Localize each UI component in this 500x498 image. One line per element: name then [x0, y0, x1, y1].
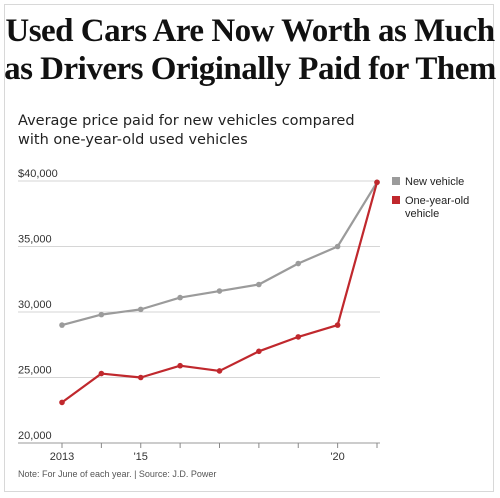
series-1-point-4: [216, 368, 223, 374]
subtitle-line-1: Average price paid for new vehicles comp…: [18, 113, 355, 129]
series-1-point-2: [137, 374, 144, 381]
source-note: Note: For June of each year. | Source: J…: [18, 469, 217, 479]
series-0-point-1: [98, 311, 105, 318]
legend-swatch-1: [392, 196, 400, 204]
x-tick-label-7: '20: [330, 451, 344, 463]
x-tick-label-2: '15: [134, 451, 148, 463]
series-lines: [59, 179, 380, 406]
grid-lines: [18, 180, 380, 444]
series-1-point-1: [98, 370, 105, 377]
title-line-2: as Drivers Originally Paid for Them: [4, 51, 496, 87]
series-1-point-8: [374, 179, 380, 186]
legend-label-1-1: vehicle: [405, 208, 439, 220]
series-0-point-0: [59, 322, 65, 328]
series-1-point-6: [295, 334, 302, 340]
legend-label-0-0: New vehicle: [405, 176, 464, 188]
series-0-point-3: [177, 294, 183, 301]
series-0-point-5: [256, 281, 262, 288]
series-0-point-2: [137, 306, 144, 313]
chart-title: Used Cars Are Now Worth as Much as Drive…: [0, 12, 500, 88]
y-tick-label-0: 20,000: [18, 430, 52, 442]
chart-frame: [4, 4, 494, 492]
y-tick-label-3: 35,000: [18, 234, 52, 246]
x-axis-ticks: 2013 '15 '20: [18, 442, 380, 463]
y-tick-label-1: 25,000: [18, 365, 52, 377]
series-0-point-6: [295, 260, 302, 267]
y-tick-label-4: $40,000: [18, 168, 58, 180]
x-tick-label-0: 2013: [50, 451, 74, 463]
series-1-point-3: [177, 362, 183, 369]
legend-swatch-0: [392, 177, 400, 185]
series-0-point-4: [216, 288, 223, 294]
series-1-point-5: [256, 348, 262, 355]
legend-label-1-0: One-year-old: [405, 195, 469, 207]
title-line-1: Used Cars Are Now Worth as Much: [5, 13, 495, 49]
chart-subtitle: Average price paid for new vehicles comp…: [18, 112, 478, 150]
series-1-point-0: [59, 399, 65, 406]
y-tick-label-2: 30,000: [18, 299, 52, 311]
series-line-0: [61, 181, 378, 327]
series-1-point-7: [334, 322, 341, 328]
y-axis-ticks: 20,000 25,000 30,000 35,000 $40,000: [18, 168, 58, 442]
subtitle-line-2: with one-year-old used vehicles: [18, 132, 248, 148]
series-0-point-7: [334, 243, 341, 250]
